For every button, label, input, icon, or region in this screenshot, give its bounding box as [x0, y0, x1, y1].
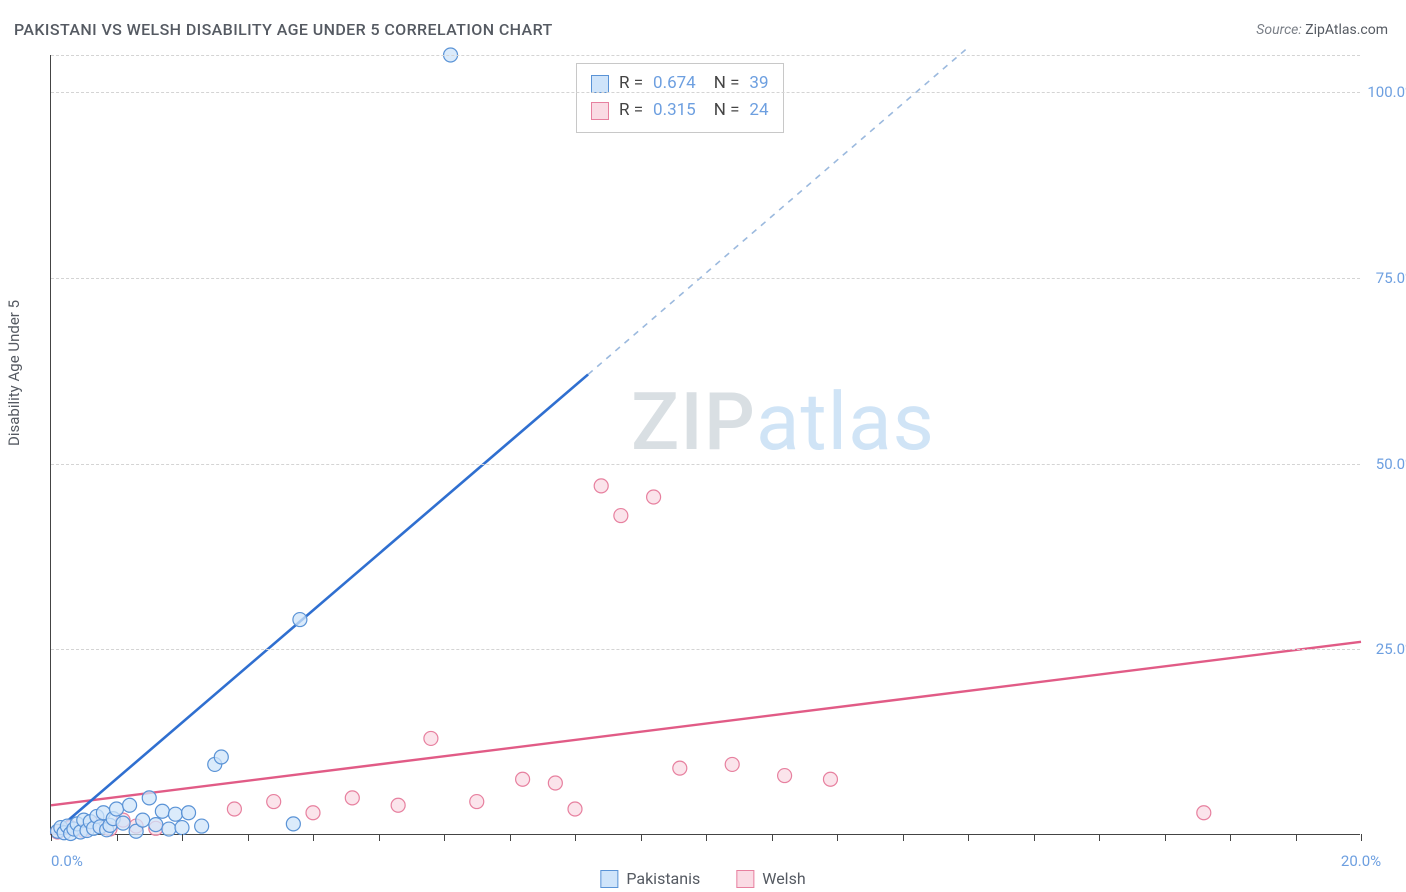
- x-tick-label: 0.0%: [51, 852, 83, 870]
- x-tick: [772, 834, 773, 841]
- x-tick: [575, 834, 576, 841]
- y-axis-label: Disability Age Under 5: [5, 300, 23, 446]
- stats-row-welsh: R = 0.315 N = 24: [591, 97, 769, 124]
- x-tick: [313, 834, 314, 841]
- swatch-welsh: [591, 102, 609, 120]
- legend-swatch-welsh: [736, 870, 754, 888]
- x-tick: [968, 834, 969, 841]
- x-tick: [837, 834, 838, 841]
- gridline: [51, 278, 1360, 279]
- x-tick: [1296, 834, 1297, 841]
- legend-swatch-pakistanis: [600, 870, 618, 888]
- x-tick: [1165, 834, 1166, 841]
- stats-legend-box: R = 0.674 N = 39 R = 0.315 N = 24: [576, 63, 784, 133]
- x-tick: [510, 834, 511, 841]
- y-tick-label: 50.0%: [1376, 455, 1406, 473]
- x-tick: [1361, 834, 1362, 841]
- gridline: [51, 649, 1360, 650]
- x-tick: [641, 834, 642, 841]
- x-tick: [1034, 834, 1035, 841]
- chart-title: PAKISTANI VS WELSH DISABILITY AGE UNDER …: [14, 20, 553, 39]
- x-tick: [1099, 834, 1100, 841]
- legend-label-welsh: Welsh: [762, 869, 805, 888]
- legend-bottom: Pakistanis Welsh: [600, 869, 805, 888]
- x-tick: [1230, 834, 1231, 841]
- chart-plot-area: ZIPatlas R = 0.674 N = 39 R = 0.315 N = …: [50, 55, 1360, 835]
- y-tick-label: 25.0%: [1376, 640, 1406, 658]
- x-tick: [903, 834, 904, 841]
- y-tick-label: 75.0%: [1376, 269, 1406, 287]
- x-tick: [51, 834, 52, 841]
- gridline: [51, 92, 1360, 93]
- legend-label-pakistanis: Pakistanis: [626, 869, 700, 888]
- x-tick: [117, 834, 118, 841]
- source-attribution: Source: ZipAtlas.com: [1256, 22, 1388, 38]
- source-label: Source:: [1256, 22, 1301, 38]
- swatch-pakistanis: [591, 75, 609, 93]
- legend-item-welsh: Welsh: [736, 869, 805, 888]
- x-tick: [379, 834, 380, 841]
- r-value-welsh: 0.315: [653, 97, 696, 124]
- gridline: [51, 464, 1360, 465]
- source-value: ZipAtlas.com: [1305, 22, 1388, 38]
- x-tick: [182, 834, 183, 841]
- x-tick: [248, 834, 249, 841]
- chart-svg: [51, 55, 1360, 834]
- x-tick: [444, 834, 445, 841]
- x-tick-label: 20.0%: [1341, 852, 1381, 870]
- n-value-welsh: 24: [749, 97, 768, 124]
- gridline: [51, 55, 1360, 56]
- legend-item-pakistanis: Pakistanis: [600, 869, 700, 888]
- x-tick: [706, 834, 707, 841]
- y-tick-label: 100.0%: [1367, 83, 1406, 101]
